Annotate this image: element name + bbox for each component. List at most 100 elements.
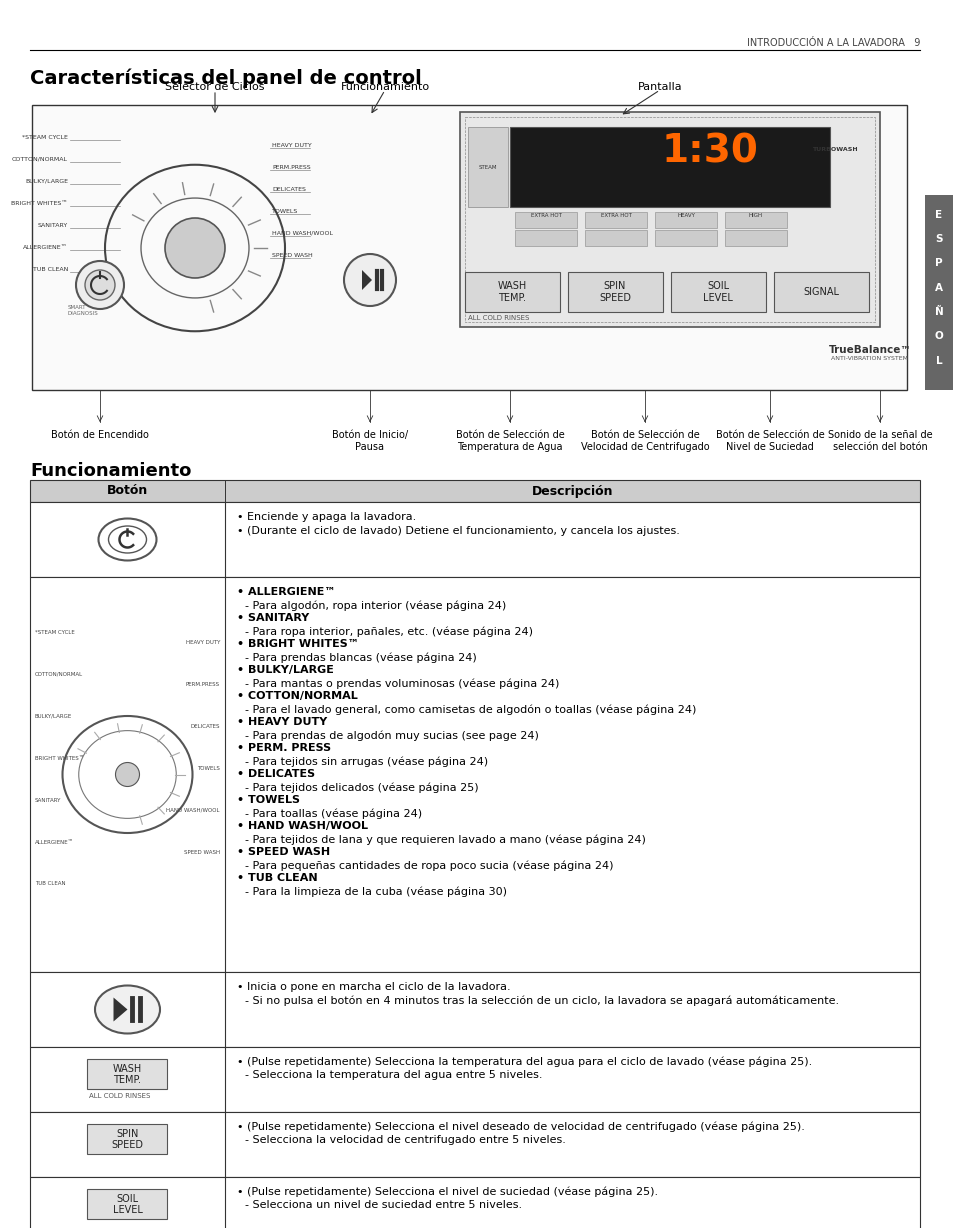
Text: Descripción: Descripción: [531, 485, 613, 497]
Text: SPEED WASH: SPEED WASH: [272, 253, 313, 258]
Text: PERM.PRESS: PERM.PRESS: [272, 165, 311, 169]
Text: HEAVY DUTY: HEAVY DUTY: [186, 640, 220, 645]
Text: Botón de Selección de
Velocidad de Centrifugado: Botón de Selección de Velocidad de Centr…: [580, 430, 709, 452]
Text: • (Durante el ciclo de lavado) Detiene el funcionamiento, y cancela los ajustes.: • (Durante el ciclo de lavado) Detiene e…: [236, 526, 679, 535]
Text: EXTRA HOT: EXTRA HOT: [600, 212, 631, 219]
Text: ALLERGIENE™: ALLERGIENE™: [35, 840, 74, 845]
Text: P: P: [934, 258, 942, 268]
Text: BULKY/LARGE: BULKY/LARGE: [35, 713, 72, 718]
Text: HAND WASH/WOOL: HAND WASH/WOOL: [167, 808, 220, 813]
Text: Botón: Botón: [107, 485, 148, 497]
Text: • TOWELS: • TOWELS: [236, 795, 299, 806]
Text: SOIL
LEVEL: SOIL LEVEL: [702, 281, 732, 303]
Text: • DELICATES: • DELICATES: [236, 769, 314, 779]
Text: - Para la limpieza de la cuba (véase página 30): - Para la limpieza de la cuba (véase pág…: [245, 887, 506, 896]
Bar: [515, 212, 577, 228]
Bar: [584, 230, 646, 246]
Bar: [924, 195, 952, 391]
Text: TURBOWASH: TURBOWASH: [811, 147, 857, 152]
Text: ALL COLD RINSES: ALL COLD RINSES: [468, 316, 529, 321]
Text: A: A: [934, 282, 942, 292]
Bar: [515, 230, 577, 246]
Bar: [30, 480, 919, 502]
Text: HEAVY DUTY: HEAVY DUTY: [272, 142, 312, 147]
Bar: [464, 117, 874, 322]
Text: • (Pulse repetidamente) Selecciona la temperatura del agua para el ciclo de lava: • (Pulse repetidamente) Selecciona la te…: [236, 1057, 811, 1067]
Text: • COTTON/NORMAL: • COTTON/NORMAL: [236, 691, 357, 701]
Text: - Para prendas blancas (véase página 24): - Para prendas blancas (véase página 24): [245, 652, 476, 663]
Text: SPIN
SPEED: SPIN SPEED: [112, 1129, 143, 1151]
Text: WASH
TEMP.: WASH TEMP.: [497, 281, 526, 303]
Text: - Selecciona la velocidad de centrifugado entre 5 niveles.: - Selecciona la velocidad de centrifugad…: [245, 1136, 565, 1146]
Text: STEAM: STEAM: [478, 165, 497, 169]
Circle shape: [115, 763, 139, 786]
Text: TOWELS: TOWELS: [272, 209, 298, 214]
Polygon shape: [361, 270, 372, 290]
Text: Sonido de la señal de
selección del botón: Sonido de la señal de selección del botó…: [827, 430, 931, 452]
Text: - Para tejidos delicados (véase página 25): - Para tejidos delicados (véase página 2…: [245, 782, 478, 793]
Text: Botón de Encendido: Botón de Encendido: [51, 430, 149, 440]
Text: HIGH: HIGH: [748, 212, 762, 219]
Text: O: O: [934, 332, 943, 341]
Text: HAND WASH/WOOL: HAND WASH/WOOL: [272, 231, 333, 236]
Bar: [30, 1113, 919, 1176]
Bar: [584, 212, 646, 228]
Text: Botón de Selección de
Temperatura de Agua: Botón de Selección de Temperatura de Agu…: [456, 430, 564, 452]
Text: SANITARY: SANITARY: [35, 797, 61, 803]
Text: Funcionamiento: Funcionamiento: [30, 462, 192, 480]
Text: • Inicia o pone en marcha el ciclo de la lavadora.: • Inicia o pone en marcha el ciclo de la…: [236, 982, 510, 992]
Text: WASH
TEMP.: WASH TEMP.: [112, 1063, 142, 1086]
Text: DELICATES: DELICATES: [272, 187, 306, 192]
Circle shape: [85, 270, 115, 300]
Text: Funcionamiento: Funcionamiento: [340, 82, 429, 92]
Text: - Para toallas (véase página 24): - Para toallas (véase página 24): [245, 808, 421, 819]
Text: - Para ropa interior, pañales, etc. (véase página 24): - Para ropa interior, pañales, etc. (véa…: [245, 626, 533, 637]
Bar: [30, 1047, 919, 1113]
Bar: [88, 1060, 168, 1089]
Text: BRIGHT WHITES™: BRIGHT WHITES™: [11, 200, 68, 205]
Text: INTRODUCCIÓN A LA LAVADORA   9: INTRODUCCIÓN A LA LAVADORA 9: [746, 38, 919, 48]
Text: • ALLERGIENE™: • ALLERGIENE™: [236, 587, 335, 597]
Text: • PERM. PRESS: • PERM. PRESS: [236, 743, 331, 753]
Text: ALL COLD RINSES: ALL COLD RINSES: [90, 1093, 151, 1099]
Text: • BRIGHT WHITES™: • BRIGHT WHITES™: [236, 639, 358, 650]
Text: • BULKY/LARGE: • BULKY/LARGE: [236, 666, 334, 675]
Text: Ñ: Ñ: [934, 307, 943, 317]
Bar: [567, 271, 662, 312]
Text: • TUB CLEAN: • TUB CLEAN: [236, 873, 317, 883]
Text: DELICATES: DELICATES: [191, 723, 220, 728]
Text: - Para tejidos de lana y que requieren lavado a mano (véase página 24): - Para tejidos de lana y que requieren l…: [245, 835, 645, 845]
Text: - Para algodón, ropa interior (véase página 24): - Para algodón, ropa interior (véase pág…: [245, 600, 506, 612]
Bar: [459, 112, 879, 327]
Text: TOWELS: TOWELS: [197, 765, 220, 770]
Bar: [510, 126, 829, 208]
Text: HEAVY: HEAVY: [677, 212, 694, 219]
Text: Botón de Selección de
Nivel de Suciedad: Botón de Selección de Nivel de Suciedad: [715, 430, 823, 452]
Text: SMART
DIAGNOSIS: SMART DIAGNOSIS: [68, 305, 98, 316]
Text: - Si no pulsa el botón en 4 minutos tras la selección de un ciclo, la lavadora s: - Si no pulsa el botón en 4 minutos tras…: [245, 996, 839, 1006]
Bar: [32, 106, 906, 391]
Bar: [655, 212, 717, 228]
Text: SIGNAL: SIGNAL: [802, 287, 838, 297]
Text: COTTON/NORMAL: COTTON/NORMAL: [35, 672, 83, 677]
Circle shape: [344, 254, 395, 306]
Text: BRIGHT WHITES™: BRIGHT WHITES™: [35, 755, 84, 760]
Text: Pantalla: Pantalla: [637, 82, 681, 92]
Bar: [30, 502, 919, 577]
Bar: [88, 1190, 168, 1219]
Text: Características del panel de control: Características del panel de control: [30, 68, 421, 87]
Text: PERM.PRESS: PERM.PRESS: [186, 682, 220, 686]
Text: • HEAVY DUTY: • HEAVY DUTY: [236, 717, 327, 727]
Polygon shape: [113, 997, 128, 1022]
Bar: [88, 1125, 168, 1154]
Circle shape: [165, 219, 225, 278]
Text: ANTI-VIBRATION SYSTEM: ANTI-VIBRATION SYSTEM: [831, 356, 907, 361]
Text: L: L: [935, 356, 942, 366]
Text: - Para prendas de algodón muy sucias (see page 24): - Para prendas de algodón muy sucias (se…: [245, 731, 538, 740]
Text: COTTON/NORMAL: COTTON/NORMAL: [12, 156, 68, 162]
Bar: [724, 212, 786, 228]
Text: SPEED WASH: SPEED WASH: [184, 850, 220, 855]
Text: Botón de Inicio/
Pausa: Botón de Inicio/ Pausa: [332, 430, 408, 452]
Text: - Selecciona un nivel de suciedad entre 5 niveles.: - Selecciona un nivel de suciedad entre …: [245, 1201, 521, 1211]
Text: - Para tejidos sin arrugas (véase página 24): - Para tejidos sin arrugas (véase página…: [245, 756, 488, 768]
